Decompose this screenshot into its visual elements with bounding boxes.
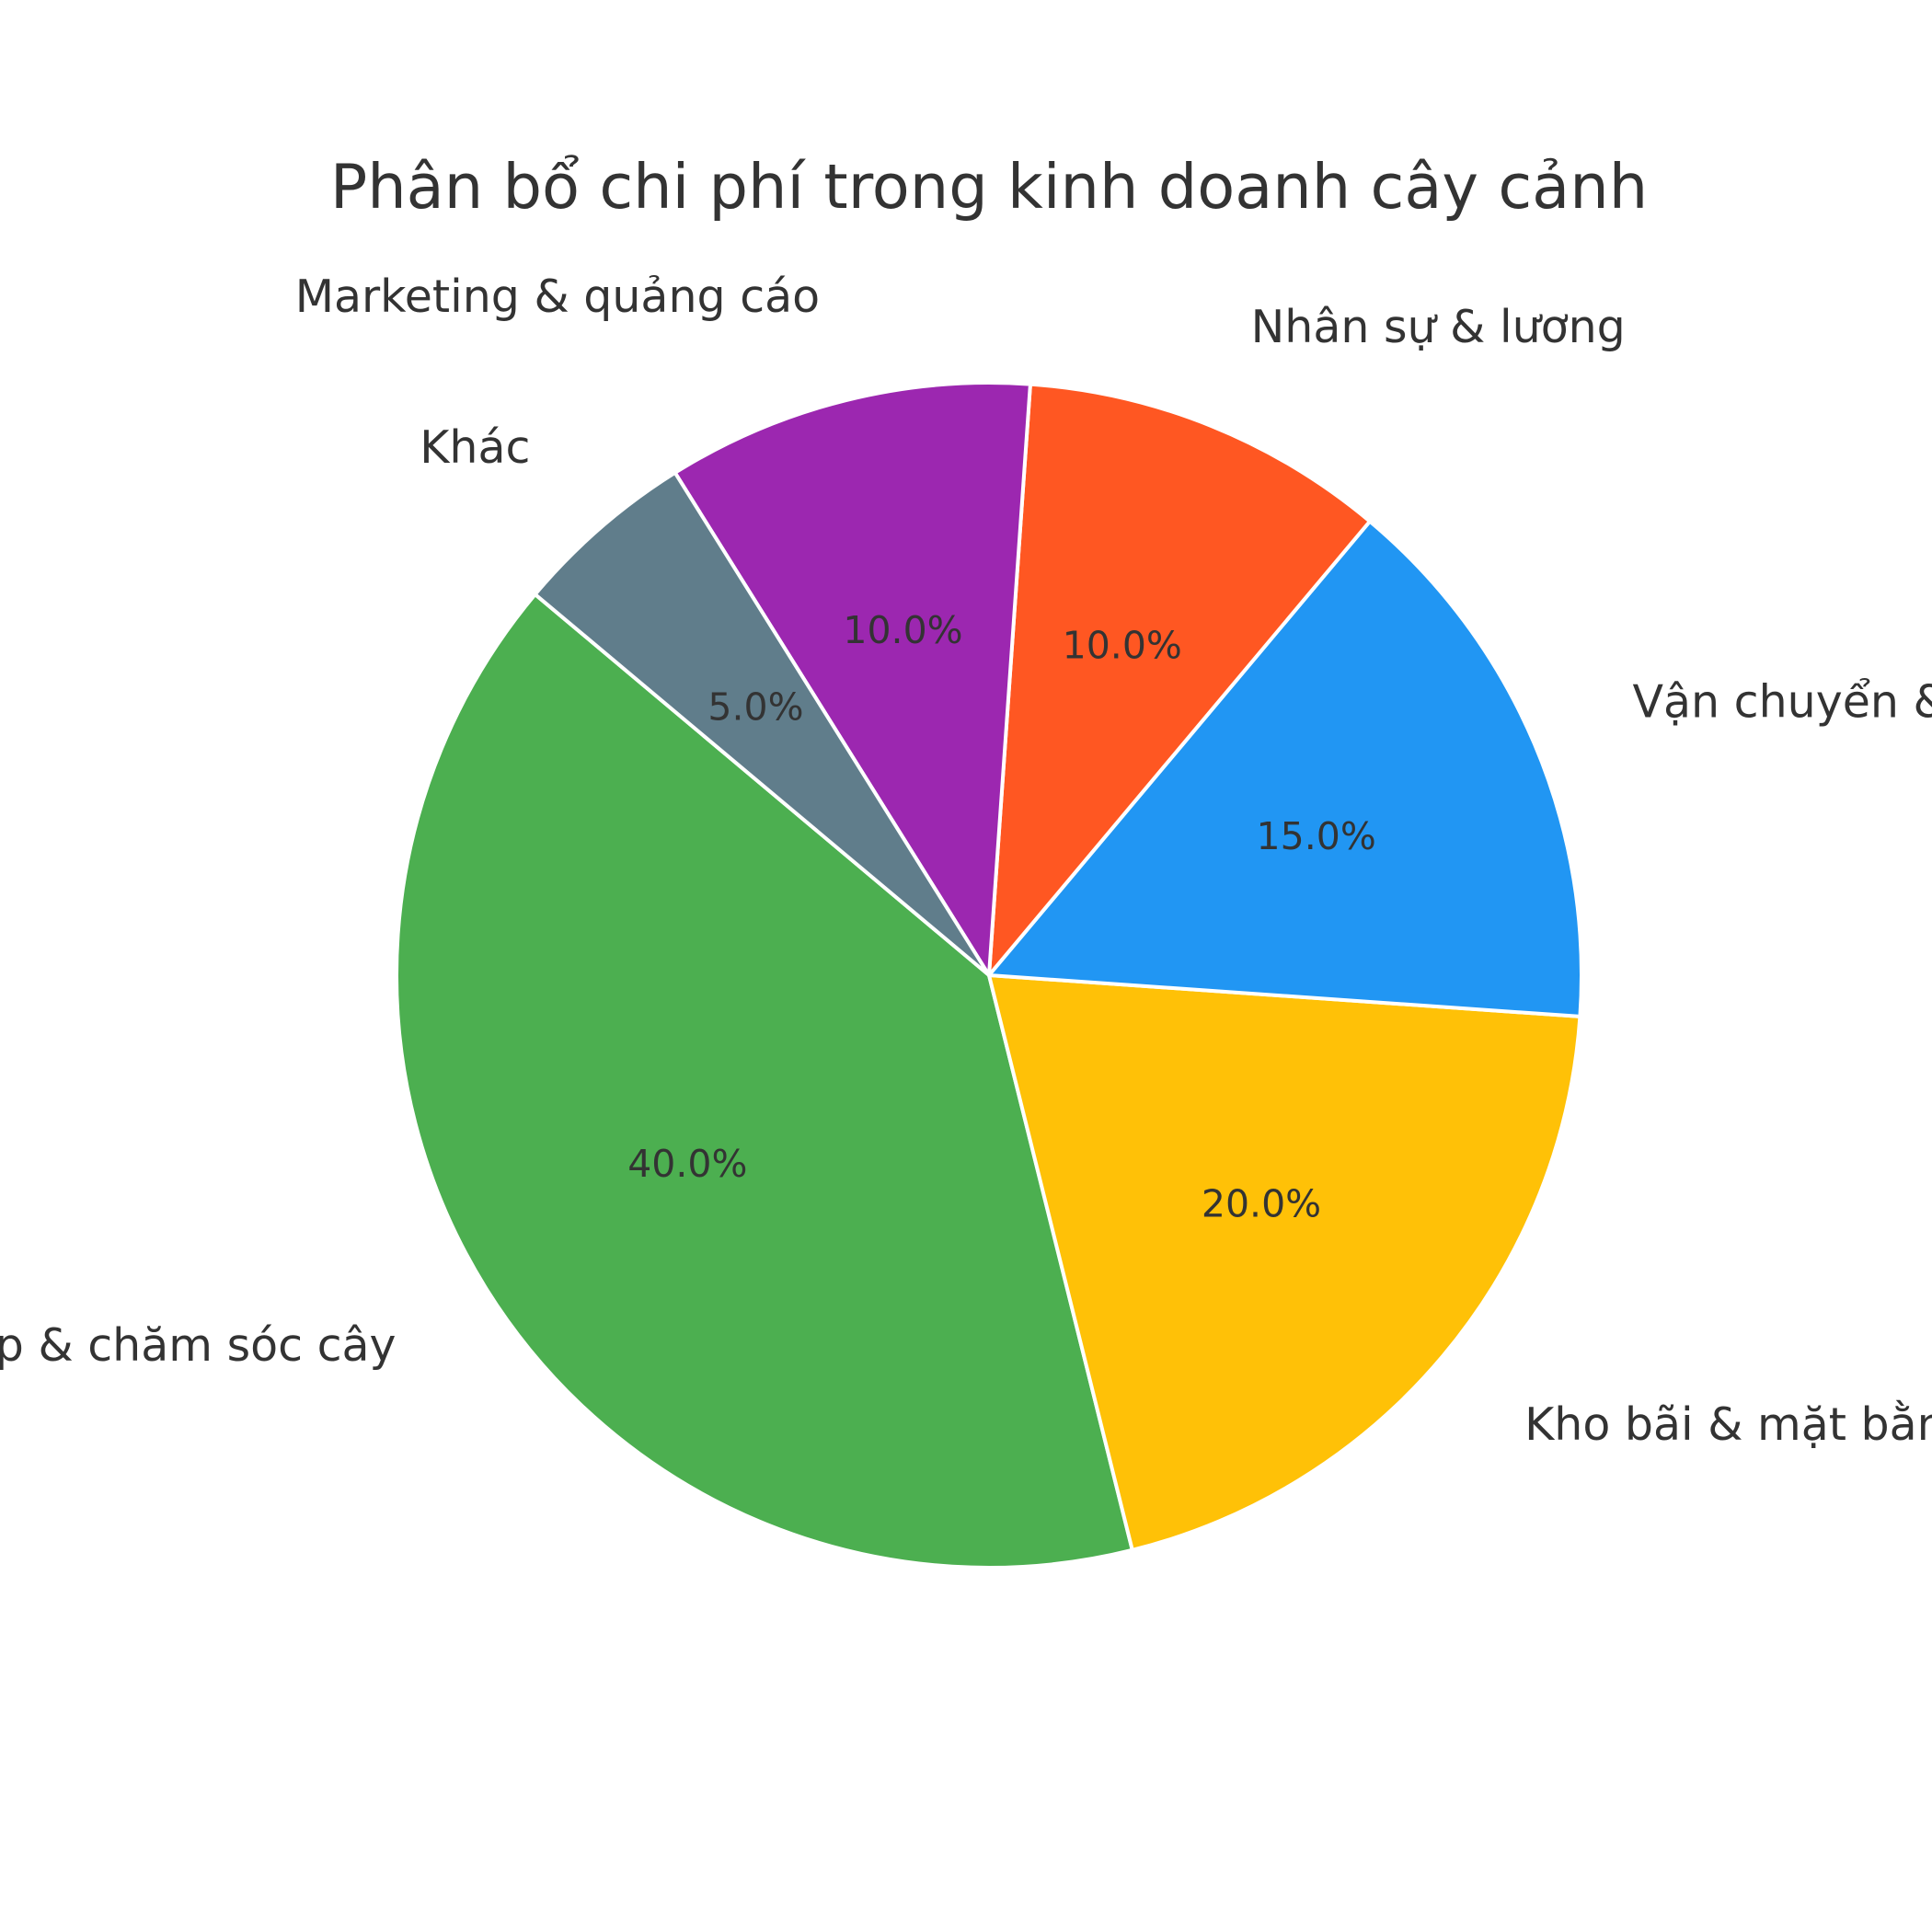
percent-labels: 40.0% 20.0% 15.0% 10.0% 10.0% 5.0% xyxy=(627,608,1376,1225)
percent-label-kho-bai-mat-bang: 20.0% xyxy=(1202,1181,1321,1225)
percent-label-nhap-cham-soc-cay: 40.0% xyxy=(627,1142,747,1186)
pie-slices xyxy=(395,381,1583,1570)
percent-label-nhan-su-luong: 10.0% xyxy=(1063,624,1182,668)
slice-label-nhap-cham-soc-cay: Nhập & chăm sóc cây xyxy=(0,1319,397,1372)
pie-slice-nhap-cham-soc-cay xyxy=(395,592,1134,1570)
slice-label-van-chuyen-giao-hang: Vận chuyển & giao hàng xyxy=(1633,676,1932,729)
pie-slice-van-chuyen-giao-hang xyxy=(987,519,1583,1018)
slice-label-kho-bai-mat-bang: Kho bãi & mặt bằng xyxy=(1524,1398,1932,1451)
slice-label-marketing-quang-cao: Marketing & quảng cáo xyxy=(295,270,820,323)
slice-label-khac: Khác xyxy=(420,421,530,474)
percent-label-khac: 5.0% xyxy=(707,684,803,729)
pie-slice-nhan-su-luong xyxy=(987,382,1372,977)
percent-label-van-chuyen-giao-hang: 15.0% xyxy=(1257,814,1376,858)
slice-labels: Nhập & chăm sóc cây Kho bãi & mặt bằng Vận… xyxy=(0,270,1932,1451)
pie-slice-kho-bai-mat-bang xyxy=(987,973,1582,1552)
pie-slice-marketing-quang-cao xyxy=(673,381,1032,977)
pie-slice-khac xyxy=(533,470,991,977)
slice-label-nhan-su-luong: Nhân sự & lương xyxy=(1251,301,1626,353)
chart-title: Phân bổ chi phí trong kinh doanh cây cản… xyxy=(330,151,1648,223)
percent-label-marketing-quang-cao: 10.0% xyxy=(843,608,962,652)
